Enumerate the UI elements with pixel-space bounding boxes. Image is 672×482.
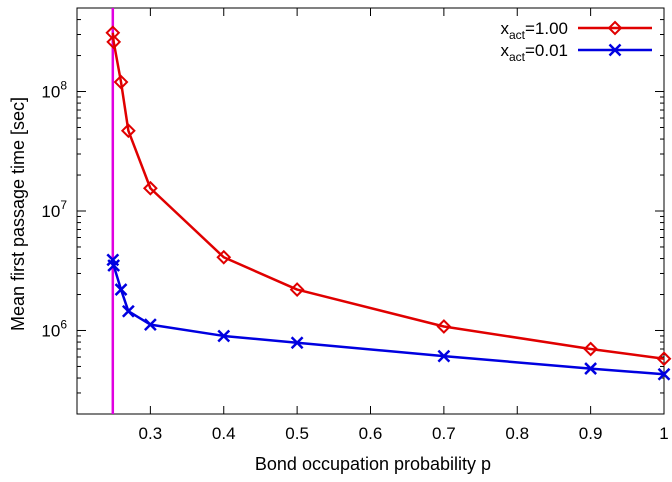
cross-stroke: [143, 318, 157, 331]
cross-stroke: [114, 283, 128, 296]
data-point-diamond: [289, 282, 305, 297]
data-point-diamond: [106, 34, 122, 50]
x-tick-label: 0.9: [579, 424, 603, 443]
x-axis-label: Bond occupation probability p: [255, 454, 491, 474]
y-axis-label: Mean first passage time [sec]: [8, 97, 28, 331]
legend-label-value: =0.01: [525, 41, 568, 60]
data-point-diamond: [113, 74, 129, 90]
cross-stroke: [657, 367, 671, 381]
data-point-diamond: [436, 319, 452, 334]
cross-stroke: [106, 253, 120, 267]
legend-label: xact=0.01: [500, 41, 568, 64]
legend-label-subscript: act: [509, 50, 526, 64]
series-line: [111, 32, 665, 360]
y-tick-label: 108: [41, 79, 67, 102]
data-point-cross: [217, 329, 231, 343]
data-point-cross: [608, 43, 622, 57]
legend-item: xact=1.00: [500, 19, 652, 42]
series-line: [111, 259, 665, 376]
x-tick-label: 0.5: [285, 424, 309, 443]
y-tick-label: 106: [41, 317, 67, 340]
y-tick-exponent: 8: [60, 79, 67, 93]
legend-label-value: =1.00: [525, 19, 568, 38]
data-point-cross: [290, 336, 304, 350]
legend-label-main: x: [500, 41, 509, 60]
cross-stroke: [217, 329, 231, 343]
plot-frame: [76, 7, 665, 415]
legend-label: xact=1.00: [500, 19, 568, 42]
data-point-cross: [437, 349, 451, 363]
data-point-diamond: [656, 351, 672, 367]
data-point-cross: [107, 259, 121, 272]
data-point-cross: [657, 367, 671, 381]
series-1: [106, 253, 671, 381]
x-tick-label: 0.8: [505, 424, 529, 443]
data-point-cross: [143, 318, 157, 331]
y-tick-base: 10: [41, 202, 60, 221]
plot-border: [76, 7, 665, 415]
data-point-diamond: [583, 341, 599, 357]
x-tick-label: 0.6: [359, 424, 383, 443]
data-point-diamond: [105, 25, 121, 41]
data-point-diamond: [216, 249, 232, 265]
legend-label-subscript: act: [509, 28, 526, 42]
cross-stroke: [290, 336, 304, 350]
data-point-diamond: [142, 180, 158, 196]
x-tick-label: 0.7: [432, 424, 456, 443]
data-point-cross: [121, 304, 135, 318]
y-tick-label: 107: [41, 198, 67, 221]
cross-stroke: [608, 43, 622, 57]
data-point-cross: [114, 283, 128, 296]
cross-stroke: [107, 259, 121, 272]
cross-stroke: [584, 362, 598, 375]
x-tick-label: 1: [659, 424, 668, 443]
cross-stroke: [437, 349, 451, 363]
legend-label-main: x: [500, 19, 509, 38]
series-group: [105, 25, 672, 381]
y-tick-base: 10: [41, 83, 60, 102]
y-tick-exponent: 6: [60, 317, 67, 331]
y-tick-exponent: 7: [60, 198, 67, 212]
cross-stroke: [121, 304, 135, 318]
x-tick-label: 0.3: [139, 424, 163, 443]
y-tick-base: 10: [41, 321, 60, 340]
data-point-diamond: [607, 20, 623, 36]
legend-item: xact=0.01: [500, 41, 652, 64]
data-point-cross: [584, 362, 598, 375]
x-tick-label: 0.4: [212, 424, 236, 443]
data-point-diamond: [120, 123, 136, 139]
series-0: [105, 25, 672, 367]
